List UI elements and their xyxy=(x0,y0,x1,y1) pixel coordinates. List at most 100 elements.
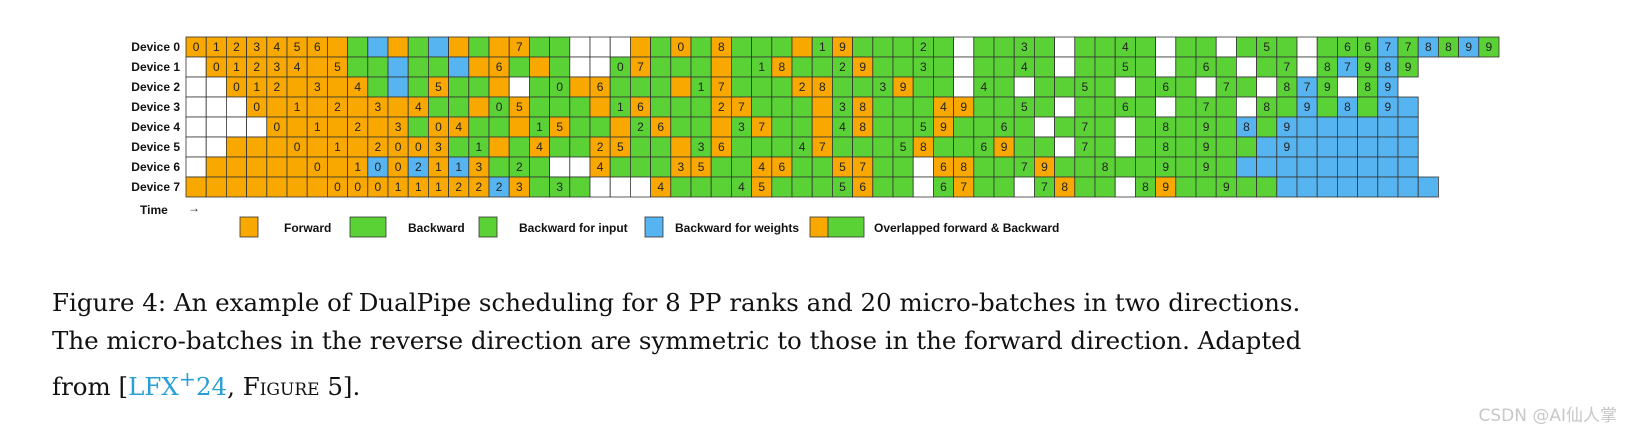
micro-batch-label: 2 xyxy=(334,100,341,114)
time-arrow-icon: → xyxy=(188,201,200,215)
backward-cell xyxy=(771,176,793,198)
device-label: Device 2 xyxy=(131,80,180,94)
forward-cell xyxy=(205,156,227,178)
backward-cell xyxy=(993,176,1015,198)
idle-cell xyxy=(1236,96,1258,118)
idle-cell xyxy=(508,76,530,98)
micro-batch-label: 8 xyxy=(1344,100,1351,114)
figure-caption: Figure 4: An example of DualPipe schedul… xyxy=(52,284,1482,406)
backward-cell xyxy=(973,36,995,58)
micro-batch-label: 5 xyxy=(1082,80,1089,94)
micro-batch-label: 8 xyxy=(718,40,725,54)
micro-batch-label: 8 xyxy=(1364,80,1371,94)
backward-cell xyxy=(1054,76,1076,98)
backward-cell xyxy=(1276,96,1298,118)
backward-cell xyxy=(1094,96,1116,118)
micro-batch-label: 3 xyxy=(274,60,281,74)
micro-batch-label: 8 xyxy=(819,80,826,94)
forward-cell xyxy=(468,96,490,118)
micro-batch-label: 1 xyxy=(213,40,220,54)
backward-cell xyxy=(1256,56,1278,78)
forward-cell xyxy=(488,136,510,158)
idle-cell xyxy=(1114,176,1136,198)
forward-cell xyxy=(306,136,328,158)
backward-cell xyxy=(1236,36,1258,58)
backward-cell xyxy=(1094,116,1116,138)
backward-weights-cell xyxy=(1337,176,1359,198)
micro-batch-label: 2 xyxy=(920,40,927,54)
idle-cell xyxy=(953,56,975,78)
micro-batch-label: 7 xyxy=(1041,180,1048,194)
micro-batch-label: 6 xyxy=(1203,60,1210,74)
idle-cell xyxy=(185,156,207,178)
micro-batch-label: 4 xyxy=(657,180,664,194)
backward-weights-cell xyxy=(387,56,409,78)
micro-batch-label: 9 xyxy=(1324,80,1331,94)
micro-batch-label: 1 xyxy=(819,40,826,54)
legend-label-forward: Forward xyxy=(284,221,331,235)
dualpipe-schedule-figure: Device 0 0 1 2 3 4 5 6 7 0 8 1 9 2 3 4 5 6 6 7 7 8 8 9 9 Device 1… xyxy=(131,36,1500,238)
watermark: CSDN @AI仙人掌 xyxy=(1478,406,1617,426)
legend-swatch-forward xyxy=(239,216,259,238)
idle-cell xyxy=(589,56,611,78)
micro-batch-label: 9 xyxy=(1162,160,1169,174)
micro-batch-label: 4 xyxy=(597,160,604,174)
backward-cell xyxy=(710,156,732,178)
forward-cell xyxy=(508,116,530,138)
backward-cell xyxy=(1074,156,1096,178)
idle-cell xyxy=(1155,36,1177,58)
micro-batch-label: 9 xyxy=(1405,60,1412,74)
micro-batch-label: 0 xyxy=(435,120,442,134)
backward-cell xyxy=(973,116,995,138)
backward-cell xyxy=(791,56,813,78)
forward-cell xyxy=(306,96,328,118)
backward-weights-cell xyxy=(1397,96,1419,118)
backward-cell xyxy=(1013,116,1035,138)
micro-batch-label: 5 xyxy=(1122,60,1129,74)
micro-batch-label: 9 xyxy=(1284,140,1291,154)
backward-cell xyxy=(973,56,995,78)
micro-batch-label: 5 xyxy=(334,60,341,74)
backward-weights-cell xyxy=(1316,116,1338,138)
backward-cell xyxy=(892,116,914,138)
backward-weights-cell xyxy=(1337,116,1359,138)
backward-cell xyxy=(751,96,773,118)
backward-cell xyxy=(1175,96,1197,118)
idle-cell xyxy=(549,156,571,178)
micro-batch-label: 1 xyxy=(536,120,543,134)
micro-batch-label: 8 xyxy=(1445,40,1452,54)
micro-batch-label: 3 xyxy=(698,140,705,154)
micro-batch-label: 0 xyxy=(193,40,200,54)
forward-cell xyxy=(266,96,288,118)
backward-input-cell xyxy=(407,36,429,58)
idle-cell xyxy=(1054,136,1076,158)
micro-batch-label: 1 xyxy=(395,180,402,194)
micro-batch-label: 9 xyxy=(900,80,907,94)
micro-batch-label: 0 xyxy=(253,100,260,114)
backward-cell xyxy=(1034,56,1056,78)
backward-cell xyxy=(993,76,1015,98)
micro-batch-label: 8 xyxy=(859,100,866,114)
backward-cell xyxy=(993,36,1015,58)
backward-weights-cell xyxy=(1377,176,1399,198)
device-label: Device 7 xyxy=(131,180,180,194)
idle-cell xyxy=(569,156,591,178)
micro-batch-label: 4 xyxy=(294,60,301,74)
micro-batch-label: 6 xyxy=(597,80,604,94)
micro-batch-label: 3 xyxy=(516,180,523,194)
micro-batch-label: 0 xyxy=(617,60,624,74)
micro-batch-label: 9 xyxy=(1203,140,1210,154)
backward-cell xyxy=(1135,96,1157,118)
micro-batch-label: 2 xyxy=(496,180,503,194)
citation-link[interactable]: LFX+24 xyxy=(128,367,227,401)
idle-cell xyxy=(1215,36,1237,58)
micro-batch-label: 8 xyxy=(1385,60,1392,74)
idle-cell xyxy=(1337,76,1359,98)
backward-cell xyxy=(791,176,813,198)
micro-batch-label: 5 xyxy=(758,180,765,194)
backward-cell xyxy=(731,136,753,158)
backward-weights-cell xyxy=(1357,116,1379,138)
backward-cell xyxy=(448,96,470,118)
backward-cell xyxy=(569,116,591,138)
micro-batch-label: 1 xyxy=(314,120,321,134)
